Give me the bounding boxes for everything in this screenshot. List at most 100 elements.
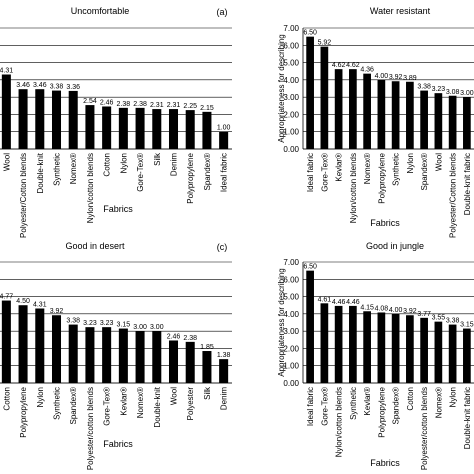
x-tick-label: Nylon: [449, 387, 458, 407]
y-tick-label: 4.00: [283, 76, 299, 85]
bar: [463, 97, 471, 149]
x-tick-label: Nylon/cotton blends: [335, 387, 344, 457]
bar: [35, 89, 45, 149]
value-label: 5.92: [318, 40, 332, 47]
x-tick-label: Spandex®: [392, 387, 401, 425]
value-label: 3.38: [50, 84, 64, 91]
value-label: 1.85: [200, 344, 214, 351]
x-tick-label: Polypropylene: [377, 152, 386, 203]
bar: [434, 321, 443, 383]
panel-label: (a): [217, 7, 228, 17]
bar: [349, 69, 357, 149]
value-label: 4.36: [360, 67, 374, 74]
x-tick-label: Spandex®: [420, 153, 429, 191]
value-label: 4.50: [16, 298, 30, 305]
y-tick-label: 2.00: [283, 344, 299, 353]
x-tick-label: Ideal fabric: [306, 153, 315, 192]
bar: [51, 315, 62, 383]
x-tick-label: Nylon/cotton blends: [86, 153, 95, 223]
value-label: 3.23: [100, 320, 114, 327]
value-label: 3.38: [417, 84, 431, 91]
x-tick-label: Spandex®: [69, 387, 78, 425]
x-tick-label: Polyester/Cotton blends: [19, 153, 28, 238]
y-tick-label: 5.00: [283, 59, 299, 68]
x-tick-label: Polyester/cotton blends: [420, 387, 429, 470]
bar: [448, 95, 457, 149]
y-axis-label: Appropriateness for describing: [277, 268, 286, 377]
bar: [135, 331, 145, 383]
x-tick-label: Spandex®: [203, 153, 212, 191]
bar: [306, 36, 314, 150]
bar: [463, 328, 471, 383]
x-axis-label: Fabrics: [370, 458, 400, 468]
value-label: 3.15: [117, 322, 131, 329]
x-tick-label: Polypropylene: [377, 386, 386, 437]
x-tick-label: Nomex®: [136, 387, 145, 418]
y-tick-label: 1.00: [283, 362, 299, 371]
value-label: 4.31: [0, 67, 13, 74]
bar: [118, 328, 128, 383]
bar: [202, 351, 212, 383]
x-tick-label: Polyester/Cotton blends: [449, 153, 458, 238]
x-tick-label: Denim: [220, 387, 229, 410]
bar: [185, 341, 195, 383]
bar: [420, 317, 428, 383]
bar: [102, 106, 112, 149]
value-label: 1.38: [217, 352, 231, 359]
bar: [320, 46, 329, 149]
value-label: 3.92: [50, 308, 64, 315]
value-label: 2.38: [117, 101, 131, 108]
value-label: 2.15: [200, 105, 214, 112]
value-label: 3.46: [33, 82, 47, 89]
x-tick-label: Nomex®: [363, 153, 372, 184]
x-tick-label: Silk: [203, 386, 212, 400]
bar: [18, 89, 28, 149]
x-tick-label: Nomex®: [434, 387, 443, 418]
x-tick-label: Ideal fabric: [220, 153, 229, 192]
bar: [420, 90, 428, 149]
value-label: 3.00: [150, 324, 164, 331]
value-label: 3.15: [460, 322, 474, 329]
panel-label: (c): [217, 242, 228, 252]
value-label: 3.38: [446, 318, 460, 325]
y-tick-label: 2.00: [283, 110, 299, 119]
x-axis-label: Fabrics: [370, 218, 400, 228]
bar: [377, 79, 386, 149]
x-tick-label: Synthetic: [392, 153, 401, 186]
x-tick-label: Ideal fabric: [306, 387, 315, 426]
x-tick-label: Polypropylene: [186, 152, 195, 203]
value-label: 3.77: [417, 311, 431, 318]
x-tick-label: Denim: [170, 153, 179, 176]
chart-title: Good in desert: [65, 241, 125, 251]
x-tick-label: Nylon/cotton blends: [349, 153, 358, 223]
x-tick-label: Wool: [2, 153, 11, 171]
y-tick-label: 5.00: [283, 293, 299, 302]
x-tick-label: Gore-Tex®: [320, 153, 329, 192]
value-label: 3.38: [66, 318, 80, 325]
bar: [391, 81, 400, 149]
value-label: 3.00: [133, 324, 147, 331]
bar: [448, 324, 457, 383]
x-tick-label: Wool: [170, 387, 179, 405]
bar: [219, 131, 229, 149]
bar: [334, 305, 343, 383]
value-label: 3.46: [16, 82, 30, 89]
x-tick-label: Synthetic: [349, 387, 358, 420]
x-tick-label: Gore-Tex®: [320, 387, 329, 426]
bar: [185, 110, 195, 149]
value-label: 2.25: [183, 103, 197, 110]
value-label: 3.92: [403, 308, 417, 315]
value-label: 2.46: [100, 99, 114, 106]
x-tick-label: Cotton: [2, 387, 11, 411]
bar: [320, 303, 329, 383]
value-label: 3.92: [389, 74, 403, 81]
value-label: 2.54: [83, 98, 97, 105]
bar: [1, 300, 11, 383]
value-label: 4.00: [375, 73, 389, 80]
x-tick-label: Polyester/cotton blends: [86, 387, 95, 470]
x-tick-label: Nylon: [406, 153, 415, 173]
y-tick-label: 7.00: [283, 258, 299, 267]
y-tick-label: 6.00: [283, 275, 299, 284]
x-tick-label: Nylon: [119, 153, 128, 173]
bar: [85, 105, 95, 149]
